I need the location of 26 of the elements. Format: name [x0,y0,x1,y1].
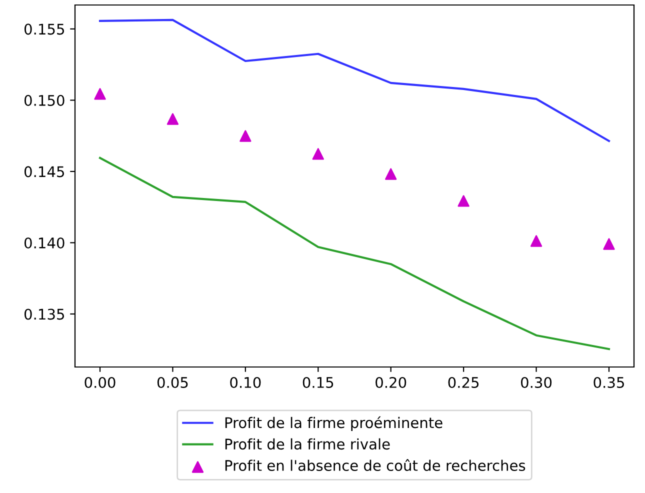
x-tick-label: 0.25 [448,376,479,388]
x-tick-label: 0.30 [521,376,552,388]
legend-label: Profit de la firme rivale [225,438,390,450]
line-series [98,18,610,142]
y-tick-label: 0.140 [24,237,64,248]
y-tick-label: 0.155 [24,24,64,35]
point [458,195,470,207]
y-tick-label: 0.150 [24,94,64,106]
x-tick-label: 0.15 [302,376,334,388]
point [603,238,615,250]
line-series [98,156,610,350]
point [312,148,324,160]
x-tick-label: 0.20 [376,376,406,388]
point [166,113,179,125]
point [530,235,542,247]
point [385,168,397,180]
y-tick-label: 0.135 [24,308,64,320]
x-tick-label: 0.05 [157,376,188,388]
point [240,130,252,142]
x-tick-label: 0.35 [594,376,624,388]
legend-label: Profit de la firme proéminente [225,416,442,432]
x-tick-label: 0.10 [230,376,261,388]
point [94,88,106,100]
y-tick-label: 0.145 [24,166,64,178]
legend-label: Profit en l'absence de coût de recherches [225,459,526,472]
x-tick-label: 0.00 [84,376,116,388]
